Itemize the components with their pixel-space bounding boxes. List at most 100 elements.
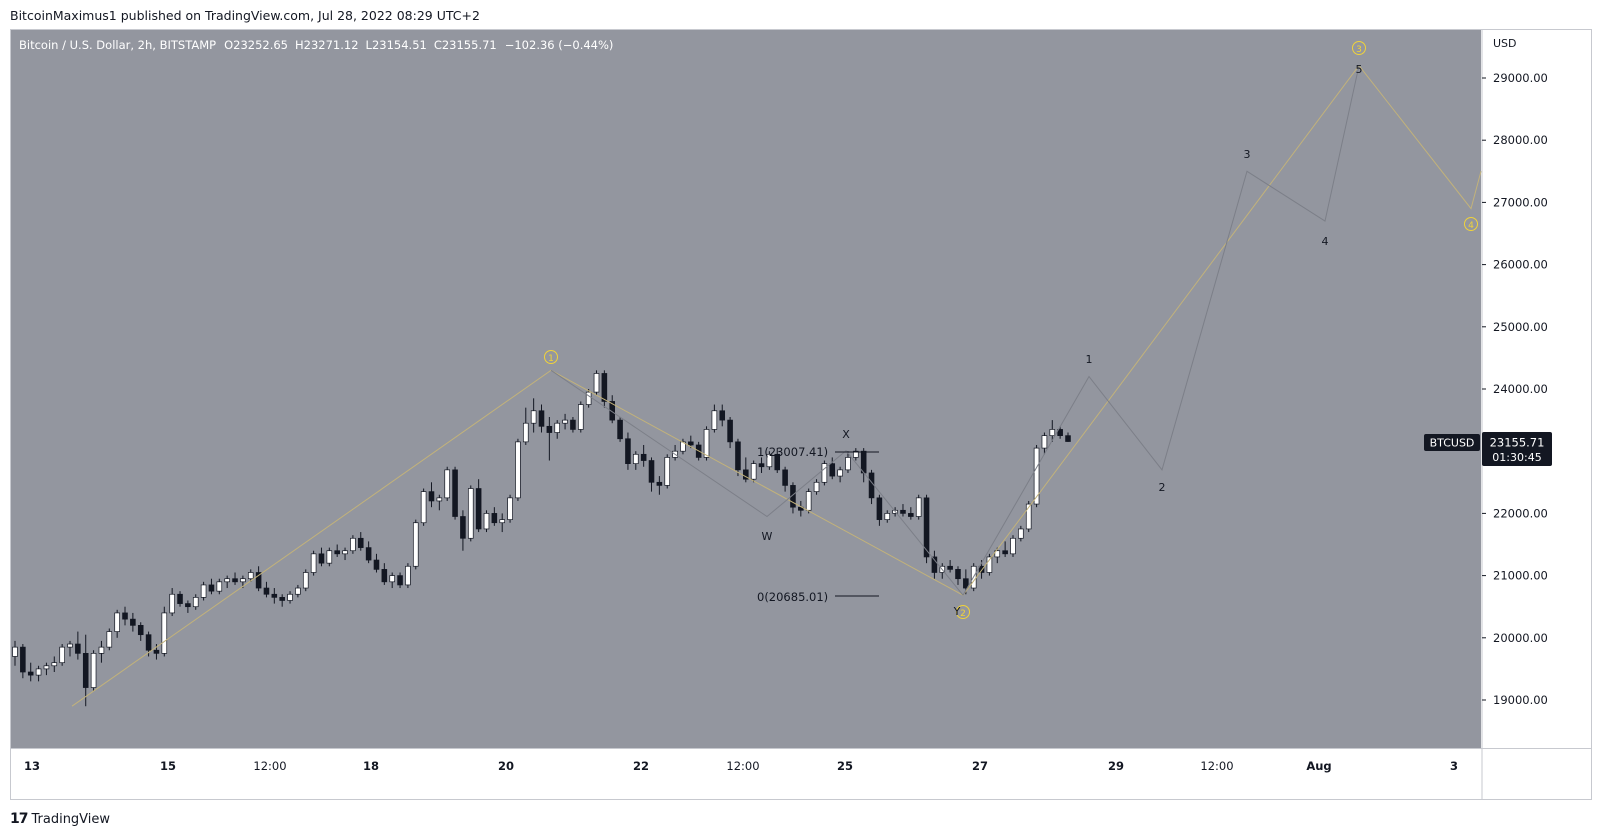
- candle-body-up: [499, 519, 505, 524]
- candle-body-down: [373, 559, 380, 570]
- candle-body-up: [43, 665, 50, 670]
- candle-body-up: [200, 584, 207, 598]
- candle-body-up: [240, 578, 246, 583]
- candle: [491, 507, 498, 526]
- candle-body-down: [876, 497, 883, 520]
- candle: [750, 460, 757, 483]
- candle-body-down: [609, 401, 616, 421]
- candle-body-down: [208, 584, 215, 592]
- legend-c-label: C: [434, 38, 442, 52]
- candle-body-up: [350, 537, 356, 552]
- candle-body-down: [743, 469, 749, 480]
- candle: [43, 662, 50, 676]
- candle: [169, 588, 175, 617]
- candle-body-down: [271, 593, 278, 598]
- candle: [617, 416, 623, 442]
- candle-body-up: [326, 550, 333, 564]
- candle: [593, 370, 600, 396]
- candle-body-down: [318, 553, 325, 564]
- candle-body-up: [467, 488, 474, 539]
- wave-labels: 1 2 3 4 1 2 3 4 5 W X Y: [544, 41, 1478, 619]
- candle: [947, 560, 953, 573]
- candle-body-down: [625, 438, 631, 464]
- candle-body-up: [813, 481, 820, 492]
- candle-body-up: [114, 612, 120, 632]
- candle: [711, 404, 718, 433]
- candle: [853, 448, 859, 461]
- candle: [884, 510, 891, 523]
- candle-body-down: [428, 491, 435, 502]
- candle-body-up: [12, 646, 18, 657]
- candle-body-up: [703, 429, 710, 458]
- x-tick-label: 22: [633, 759, 649, 773]
- candle: [263, 581, 270, 598]
- circle-label-3-ring: [1352, 41, 1366, 55]
- candle-body-down: [648, 460, 655, 483]
- candle-body-up: [562, 419, 568, 424]
- candle-body-up: [884, 513, 891, 520]
- candle-body-up: [711, 410, 718, 430]
- candle-body-down: [947, 565, 953, 570]
- candle-body-down: [452, 469, 458, 517]
- price-chart[interactable]: USD 29000.00 28000.00 27000.00 26000.00 2500…: [10, 29, 1592, 800]
- tradingview-brand-label: TradingView: [31, 811, 111, 827]
- candle: [224, 575, 230, 589]
- price-tag-symbol: BTCUSD: [1430, 437, 1475, 450]
- candle: [805, 488, 812, 514]
- candle: [208, 578, 215, 595]
- candle: [994, 547, 1001, 564]
- candle-body-up: [224, 578, 230, 583]
- candle: [428, 482, 435, 508]
- candle: [1002, 541, 1008, 557]
- candle-body-up: [507, 497, 513, 520]
- legend-c-value: 23155.71: [442, 38, 497, 52]
- candle: [538, 404, 545, 433]
- candle-body-up: [90, 652, 97, 688]
- candle-body-up: [436, 497, 443, 502]
- legend-o-label: O: [224, 38, 233, 52]
- candle-body-up: [247, 572, 254, 580]
- candle: [82, 634, 89, 707]
- candle-body-down: [774, 453, 781, 471]
- candle-body-down: [640, 453, 647, 461]
- candle: [51, 656, 58, 673]
- x-tick-label: 13: [24, 759, 40, 773]
- plot-panel[interactable]: [11, 30, 1481, 748]
- candle: [1033, 444, 1040, 508]
- candle: [609, 395, 616, 424]
- price-tag-countdown: 01:30:45: [1492, 451, 1541, 464]
- candle: [758, 457, 765, 473]
- sub-label-1: 1: [1086, 353, 1093, 366]
- candle-body-down: [570, 419, 576, 430]
- circle-label-4-ring: [1464, 217, 1478, 231]
- candle-body-up: [530, 410, 537, 424]
- legend-symbol: Bitcoin / U.S. Dollar, 2h, BITSTAMP: [19, 38, 216, 52]
- candle-body-down: [758, 463, 765, 468]
- sub-label-3: 3: [1244, 148, 1251, 161]
- candle-body-down: [978, 565, 985, 573]
- candle-body-up: [161, 612, 168, 654]
- candle-body-down: [908, 513, 914, 517]
- published-caption: BitcoinMaximus1 published on TradingView…: [10, 8, 480, 23]
- candle: [334, 544, 340, 557]
- candle-body-down: [82, 652, 89, 688]
- candle: [216, 578, 223, 595]
- candle: [640, 444, 647, 467]
- candle: [310, 550, 317, 576]
- legend-o-value: 23252.65: [233, 38, 288, 52]
- candle-body-down: [931, 556, 938, 573]
- candle: [373, 553, 380, 573]
- candle: [302, 569, 309, 592]
- y-tick-label: 27000.00: [1493, 195, 1548, 209]
- candle: [137, 622, 144, 641]
- candle: [483, 510, 490, 533]
- x-tick-label: 20: [498, 759, 514, 773]
- candle: [735, 438, 741, 477]
- legend-h-value: 23271.12: [304, 38, 359, 52]
- candle-body-down: [656, 481, 663, 486]
- candle-body-up: [295, 587, 301, 595]
- candle-body-up: [169, 593, 175, 614]
- tradingview-logo[interactable]: 17 TradingView: [10, 811, 110, 827]
- y-tick-label: 25000.00: [1493, 320, 1548, 334]
- candle: [719, 404, 726, 427]
